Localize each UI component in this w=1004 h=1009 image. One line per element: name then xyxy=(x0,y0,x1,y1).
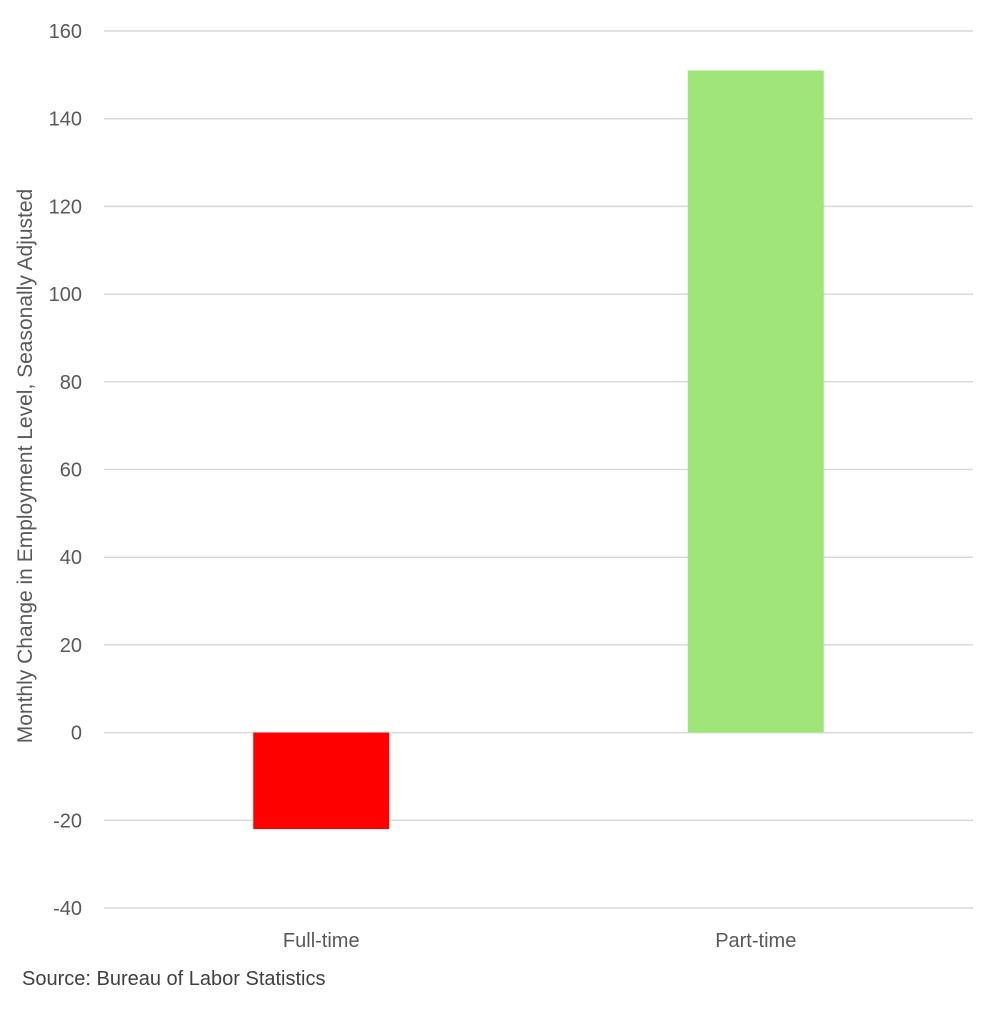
y-tick-label: -40 xyxy=(53,898,82,920)
y-tick-label: 80 xyxy=(60,372,82,394)
y-tick-label: 60 xyxy=(60,460,82,482)
y-tick-label: 0 xyxy=(71,723,82,745)
bars xyxy=(253,70,824,830)
gridlines xyxy=(104,30,973,909)
y-tick-label: 100 xyxy=(49,284,82,306)
y-axis-title: Monthly Change in Employment Level, Seas… xyxy=(14,189,37,744)
y-tick-label: 40 xyxy=(60,547,82,569)
category-label: Part-time xyxy=(715,930,796,952)
category-label: Full-time xyxy=(283,930,360,952)
bar-part-time xyxy=(687,70,824,733)
y-tick-label: 140 xyxy=(49,109,82,131)
y-tick-label: 160 xyxy=(49,21,82,43)
source-note: Source: Bureau of Labor Statistics xyxy=(22,968,326,990)
bar-full-time xyxy=(253,732,390,830)
y-tick-label: 120 xyxy=(49,196,82,218)
y-axis-ticks: 160 140 120 100 80 60 40 20 0 -20 -40 xyxy=(49,21,82,920)
x-axis-categories: Full-time Part-time xyxy=(283,930,796,952)
y-tick-label: 20 xyxy=(60,635,82,657)
y-tick-label: -20 xyxy=(53,810,82,832)
